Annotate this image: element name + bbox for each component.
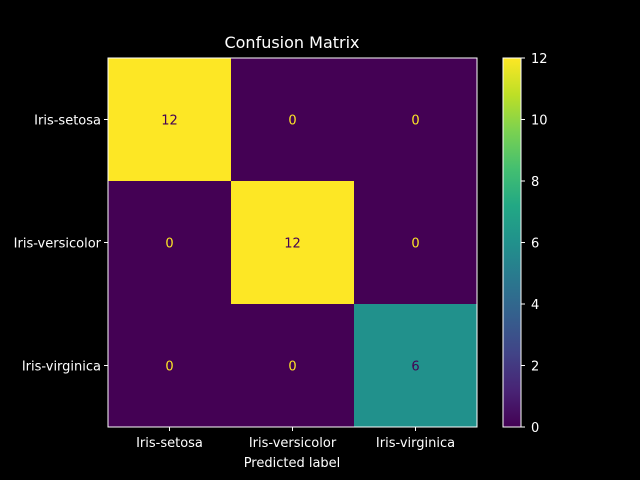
y-tick-label: Iris-versicolor — [14, 237, 102, 252]
heatmap-cell — [108, 58, 232, 182]
colorbar-tick-label: 2 — [531, 360, 539, 375]
colorbar-tick-label: 6 — [531, 237, 539, 252]
y-axis: Iris-setosa Iris-versicolor Iris-virginica — [14, 114, 108, 375]
cell-value-label: 12 — [284, 237, 301, 252]
x-tick-label: Iris-virginica — [376, 436, 455, 451]
cell-value-label: 6 — [411, 360, 419, 375]
colorbar-axis: 0 2 4 6 8 10 12 — [521, 52, 548, 436]
colorbar — [502, 57, 522, 428]
cell-value-label: 0 — [288, 114, 296, 129]
cell-value-label: 0 — [411, 114, 419, 129]
x-tick-label: Iris-setosa — [136, 436, 203, 451]
y-tick-label: Iris-setosa — [34, 114, 101, 129]
heatmap-cell — [354, 304, 478, 428]
colorbar-tick-label: 4 — [531, 298, 539, 313]
heatmap-cell — [231, 58, 355, 182]
x-axis-label: Predicted label — [244, 456, 341, 471]
cell-value-label: 0 — [165, 360, 173, 375]
x-tick-label: Iris-versicolor — [249, 436, 337, 451]
cell-value-label: 0 — [288, 360, 296, 375]
y-tick-label: Iris-virginica — [22, 360, 101, 375]
cell-value-label: 0 — [165, 237, 173, 252]
heatmap-cell — [108, 181, 232, 305]
heatmap-cell — [108, 304, 232, 428]
chart-title: Confusion Matrix — [224, 33, 359, 52]
colorbar-tick-label: 12 — [531, 52, 548, 67]
x-axis: Iris-setosa Iris-versicolor Iris-virginica — [136, 427, 455, 451]
cell-value-label: 12 — [161, 114, 178, 129]
heatmap-cell — [231, 304, 355, 428]
cell-value-label: 0 — [411, 237, 419, 252]
colorbar-tick-label: 10 — [531, 114, 548, 129]
heatmap-cell — [354, 181, 478, 305]
colorbar-tick-label: 0 — [531, 421, 539, 436]
heatmap-cells: 12 0 0 0 12 0 0 0 6 — [108, 58, 478, 428]
colorbar-tick-label: 8 — [531, 175, 539, 190]
heatmap-cell — [354, 58, 478, 182]
heatmap-cell — [231, 181, 355, 305]
